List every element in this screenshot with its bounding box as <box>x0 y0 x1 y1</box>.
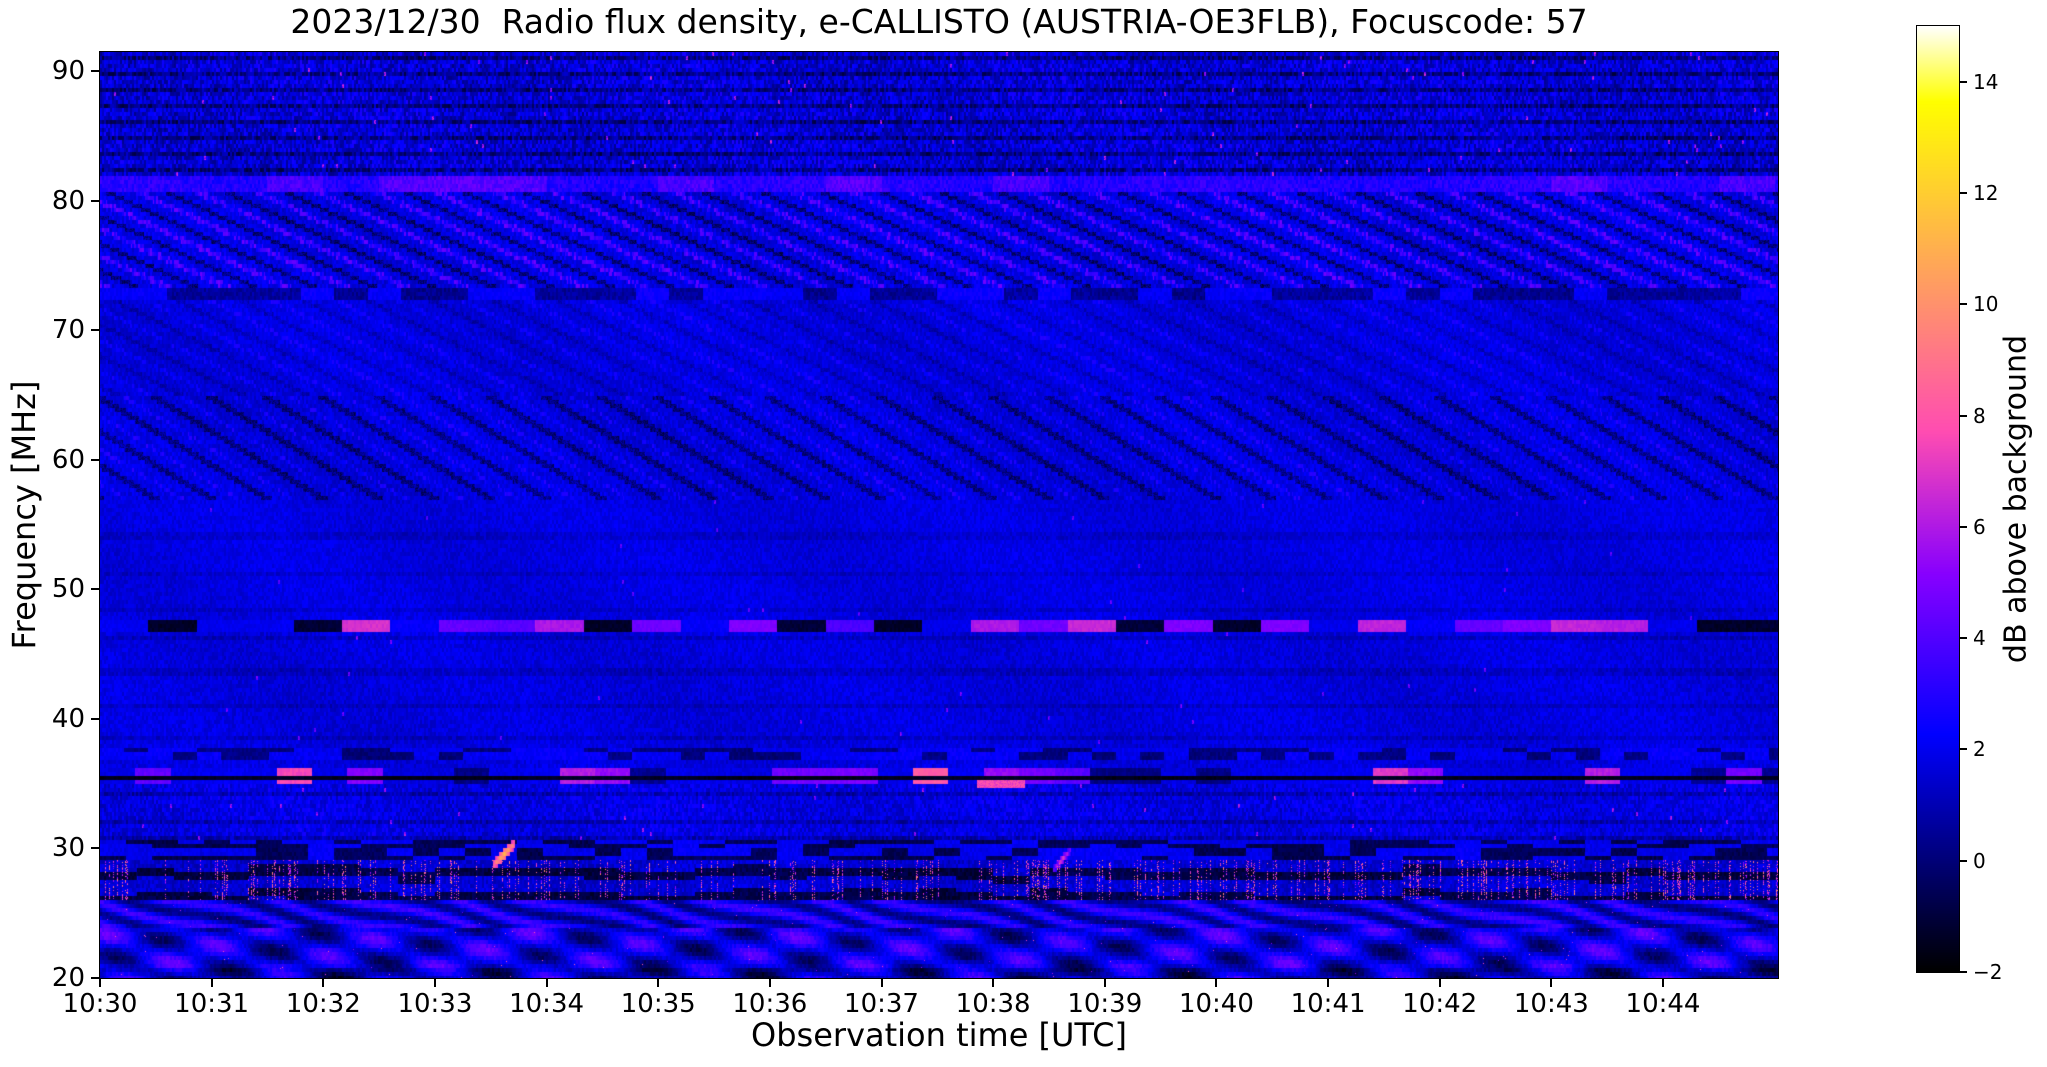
x-tick-mark <box>992 978 995 987</box>
colorbar <box>1916 25 1960 973</box>
x-tick-mark <box>1327 978 1330 987</box>
x-tick-mark <box>1215 978 1218 987</box>
colorbar-tick-label: −2 <box>1973 960 2003 984</box>
colorbar-tick-label: 0 <box>1973 848 1986 873</box>
colorbar-tick-mark <box>1960 748 1967 751</box>
colorbar-tick-mark <box>1960 414 1967 417</box>
x-tick-label: 10:38 <box>955 989 1031 1019</box>
colorbar-tick-mark <box>1960 637 1967 640</box>
x-tick-label: 10:32 <box>285 989 361 1019</box>
y-tick-mark <box>91 717 100 720</box>
x-tick-label: 10:35 <box>620 989 696 1019</box>
colorbar-tick-mark <box>1960 525 1967 528</box>
y-tick-label: 80 <box>51 185 85 216</box>
x-tick-label: 10:41 <box>1290 989 1366 1019</box>
y-tick-mark <box>91 199 100 202</box>
y-tick-label: 20 <box>51 963 85 993</box>
x-tick-mark <box>433 978 436 987</box>
colorbar-tick-label: 12 <box>1973 180 1999 205</box>
y-tick-label: 60 <box>51 444 85 475</box>
x-tick-mark <box>1550 978 1553 987</box>
x-tick-label: 10:34 <box>509 989 585 1019</box>
x-tick-label: 10:36 <box>732 989 808 1019</box>
x-tick-mark <box>1103 978 1106 987</box>
y-tick-mark <box>91 458 100 461</box>
x-tick-label: 10:42 <box>1402 989 1478 1019</box>
x-tick-label: 10:43 <box>1513 989 1589 1019</box>
colorbar-tick-label: 4 <box>1973 626 1986 651</box>
x-tick-mark <box>545 978 548 987</box>
x-tick-mark <box>657 978 660 987</box>
y-tick-mark <box>91 329 100 332</box>
colorbar-gradient <box>1917 26 1959 972</box>
colorbar-tick-label: 8 <box>1973 403 1986 428</box>
y-tick-mark <box>91 70 100 73</box>
colorbar-tick-mark <box>1960 971 1967 973</box>
x-tick-mark <box>880 978 883 987</box>
y-tick-label: 70 <box>51 315 85 346</box>
y-tick-mark <box>91 977 100 979</box>
y-axis-label: Frequency [MHz] <box>5 380 43 650</box>
y-tick-label: 50 <box>51 574 85 605</box>
y-tick-label: 30 <box>51 833 85 864</box>
colorbar-tick-label: 10 <box>1973 292 1999 317</box>
colorbar-tick-mark <box>1960 303 1967 306</box>
spectrogram-plot-area <box>99 51 1779 979</box>
x-tick-mark <box>322 978 325 987</box>
y-tick-label: 40 <box>51 703 85 734</box>
colorbar-tick-mark <box>1960 859 1967 862</box>
y-tick-mark <box>91 847 100 850</box>
x-tick-label: 10:33 <box>397 989 473 1019</box>
x-tick-mark <box>210 978 213 987</box>
x-tick-label: 10:37 <box>844 989 919 1019</box>
x-tick-label: 10:39 <box>1067 989 1143 1019</box>
x-axis-label: Observation time [UTC] <box>751 1016 1127 1054</box>
x-tick-mark <box>768 978 771 987</box>
colorbar-tick-label: 14 <box>1973 69 1999 94</box>
chart-title: 2023/12/30 Radio flux density, e-CALLIST… <box>290 2 1588 41</box>
x-tick-mark <box>1438 978 1441 987</box>
y-tick-label: 90 <box>51 56 85 87</box>
colorbar-label: dB above background <box>1998 334 2034 664</box>
colorbar-tick-mark <box>1960 191 1967 194</box>
x-tick-label: 10:44 <box>1625 989 1701 1019</box>
x-tick-mark <box>99 978 101 987</box>
x-tick-label: 10:31 <box>174 989 250 1019</box>
colorbar-tick-mark <box>1960 80 1967 83</box>
x-tick-label: 10:30 <box>62 989 138 1019</box>
spectrogram-heatmap <box>100 52 1778 978</box>
colorbar-tick-label: 2 <box>1973 737 1986 762</box>
x-tick-label: 10:40 <box>1178 989 1254 1019</box>
x-tick-mark <box>1662 978 1664 987</box>
colorbar-tick-label: 6 <box>1973 514 1986 539</box>
y-tick-mark <box>91 588 100 591</box>
